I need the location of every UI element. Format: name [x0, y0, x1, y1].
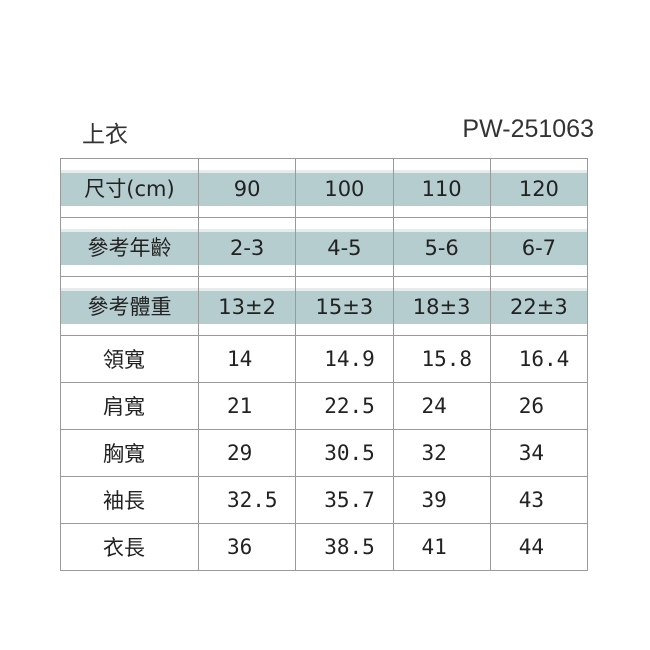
measurement-label: 胸寬 [60, 429, 199, 477]
measurement-value: 43 [489, 476, 589, 524]
header-label: 參考年齡 [61, 229, 198, 265]
measurement-value: 29 [197, 429, 297, 477]
header-value-cell: 22±3 [489, 276, 589, 336]
header-label-cell: 參考體重 [60, 276, 199, 336]
product-code: PW-251063 [462, 115, 594, 143]
measurement-value: 26 [489, 382, 589, 430]
header-value: 90 [199, 170, 296, 206]
measurement-label: 袖長 [60, 476, 199, 524]
measurement-label: 肩寬 [60, 382, 199, 430]
header-value: 120 [490, 170, 587, 206]
header-value: 6-7 [490, 229, 587, 265]
measurement-value: 24 [392, 382, 491, 430]
header-row: 參考年齡 2-3 4-5 5-6 6-7 [60, 217, 589, 277]
garment-title: 上衣 [82, 122, 128, 148]
header-value-cell: 120 [489, 158, 589, 218]
header-value-cell: 15±3 [295, 276, 394, 336]
measurement-value: 41 [392, 523, 491, 571]
header-row: 參考體重 13±2 15±3 18±3 22±3 [60, 276, 589, 336]
measurement-value: 39 [392, 476, 491, 524]
header-value-cell: 4-5 [295, 217, 394, 277]
header-label: 尺寸(cm) [61, 170, 198, 206]
header-label: 參考體重 [61, 288, 198, 324]
table-row: 胸寬 29 30.5 32 34 [60, 429, 589, 477]
header-label-cell: 參考年齡 [60, 217, 199, 277]
measurement-value: 21 [197, 382, 297, 430]
measurement-value: 36 [197, 523, 297, 571]
header-value-cell: 5-6 [392, 217, 491, 277]
table-row: 領寬 14 14.9 15.8 16.4 [60, 335, 589, 383]
size-chart-table: 尺寸(cm) 90 100 110 120 參考年齡 2-3 4-5 5-6 6-7 參考體重 13±… [60, 158, 589, 571]
header-value: 2-3 [199, 229, 296, 265]
header-value: 15±3 [296, 288, 393, 324]
header-label-cell: 尺寸(cm) [60, 158, 199, 218]
measurement-value: 44 [489, 523, 589, 571]
measurement-value: 34 [489, 429, 589, 477]
table-row: 肩寬 21 22.5 24 26 [60, 382, 589, 430]
header-value: 13±2 [199, 288, 296, 324]
measurement-value: 35.7 [295, 476, 394, 524]
measurement-value: 16.4 [489, 335, 589, 383]
header-value: 100 [296, 170, 393, 206]
measurement-value: 32.5 [197, 476, 297, 524]
measurement-value: 22.5 [295, 382, 394, 430]
header-value: 18±3 [393, 288, 490, 324]
measurement-label: 領寬 [60, 335, 199, 383]
header-value-cell: 2-3 [197, 217, 297, 277]
header-value-cell: 18±3 [392, 276, 491, 336]
table-row: 袖長 32.5 35.7 39 43 [60, 476, 589, 524]
header-value: 5-6 [393, 229, 490, 265]
table-row: 衣長 36 38.5 41 44 [60, 523, 589, 571]
header-row: 尺寸(cm) 90 100 110 120 [60, 158, 589, 218]
header-value-cell: 110 [392, 158, 491, 218]
header-value: 22±3 [490, 288, 587, 324]
header-value-cell: 6-7 [489, 217, 589, 277]
header-value-cell: 13±2 [197, 276, 297, 336]
header-value-cell: 100 [295, 158, 394, 218]
measurement-value: 30.5 [295, 429, 394, 477]
measurement-value: 14.9 [295, 335, 394, 383]
measurement-value: 15.8 [392, 335, 491, 383]
measurement-value: 38.5 [295, 523, 394, 571]
measurement-value: 32 [392, 429, 491, 477]
measurement-value: 14 [197, 335, 297, 383]
header-value-cell: 90 [197, 158, 297, 218]
measurement-label: 衣長 [60, 523, 199, 571]
header-value: 4-5 [296, 229, 393, 265]
header-value: 110 [393, 170, 490, 206]
